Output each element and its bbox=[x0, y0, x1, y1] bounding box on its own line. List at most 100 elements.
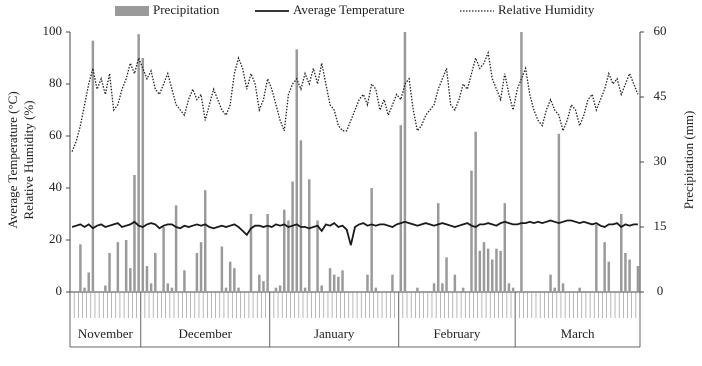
precipitation-bar bbox=[391, 274, 394, 292]
precipitation-bar bbox=[628, 259, 631, 292]
precipitation-bar bbox=[124, 240, 128, 292]
precipitation-bar bbox=[283, 209, 286, 292]
precipitation-bar bbox=[108, 253, 111, 292]
y2-tick-label: 0 bbox=[657, 283, 664, 298]
precipitation-bar bbox=[258, 274, 261, 292]
precipitation-bar bbox=[445, 257, 448, 292]
precipitation-bar bbox=[137, 34, 140, 293]
precipitation-bar bbox=[549, 274, 552, 292]
precipitation-bar bbox=[154, 253, 157, 292]
precipitation-bar bbox=[436, 203, 440, 292]
month-label: December bbox=[179, 326, 233, 341]
precipitation-bar bbox=[561, 283, 565, 292]
precipitation-bar bbox=[603, 242, 606, 292]
precipitation-bar bbox=[233, 268, 236, 292]
precipitation-bar bbox=[316, 220, 319, 292]
precipitation-bar bbox=[303, 287, 307, 292]
precipitation-bar bbox=[104, 285, 107, 292]
precipitation-bar bbox=[199, 242, 203, 292]
y-tick-label: 80 bbox=[49, 75, 62, 90]
precipitation-bar bbox=[129, 268, 132, 292]
precipitation-bar bbox=[224, 287, 228, 292]
precipitation-bar bbox=[337, 276, 340, 292]
precipitation-bar bbox=[636, 266, 640, 292]
temperature-line bbox=[71, 219, 638, 246]
y-tick-label: 20 bbox=[49, 231, 62, 246]
precipitation-bar bbox=[399, 125, 403, 293]
precipitation-bar bbox=[499, 250, 502, 292]
precipitation-bar bbox=[332, 274, 336, 292]
y-tick-label: 40 bbox=[49, 179, 62, 194]
precipitation-bar bbox=[278, 285, 282, 292]
month-label: November bbox=[78, 326, 134, 341]
precipitation-bar bbox=[195, 253, 199, 292]
y2-tick-label: 30 bbox=[654, 153, 667, 168]
precipitation-bar bbox=[274, 287, 278, 292]
precipitation-bar bbox=[262, 281, 265, 292]
y-tick-label: 100 bbox=[43, 23, 63, 38]
y-tick-label: 0 bbox=[56, 283, 63, 298]
precipitation-bar bbox=[328, 268, 332, 292]
precipitation-bar bbox=[482, 242, 486, 292]
precipitation-bar bbox=[595, 224, 598, 292]
precipitation-bar bbox=[578, 287, 581, 292]
precipitation-bar bbox=[507, 283, 511, 292]
precipitation-bar bbox=[491, 259, 494, 292]
precipitation-bar bbox=[620, 214, 623, 292]
y2-axis-title: Precipitation (mm) bbox=[681, 111, 696, 210]
precipitation-bar bbox=[511, 287, 515, 292]
precipitation-bar bbox=[220, 246, 224, 292]
precipitation-bar bbox=[374, 287, 378, 292]
precipitation-bar bbox=[320, 285, 323, 292]
precipitation-bar bbox=[237, 287, 240, 292]
precipitation-bar bbox=[503, 203, 507, 292]
precipitation-bar bbox=[607, 261, 611, 292]
month-label: March bbox=[561, 326, 595, 341]
precipitation-bar bbox=[183, 270, 186, 292]
precipitation-bar bbox=[266, 214, 269, 292]
precipitation-bar bbox=[520, 32, 523, 292]
legend-label: Average Temperature bbox=[293, 2, 405, 17]
precipitation-bar bbox=[486, 248, 490, 292]
precipitation-bar bbox=[403, 32, 407, 292]
precipitation-bar bbox=[474, 131, 477, 292]
precipitation-bar bbox=[203, 190, 207, 292]
precipitation-bar bbox=[166, 283, 170, 292]
precipitation-bar bbox=[495, 248, 498, 292]
precipitation-bar bbox=[341, 270, 344, 292]
y2-tick-label: 15 bbox=[654, 218, 667, 233]
precipitation-bar bbox=[307, 179, 311, 292]
precipitation-bar bbox=[228, 261, 232, 292]
precipitation-bar bbox=[366, 274, 369, 292]
precipitation-bar bbox=[553, 287, 556, 292]
precipitation-bar bbox=[116, 242, 120, 292]
precipitation-bar bbox=[478, 250, 482, 292]
precipitation-bar bbox=[470, 170, 473, 292]
y2-tick-label: 45 bbox=[654, 88, 667, 103]
legend-label: Precipitation bbox=[153, 2, 220, 17]
precipitation-bar bbox=[416, 287, 419, 292]
precipitation-bar bbox=[79, 244, 82, 292]
humidity-line bbox=[71, 50, 639, 152]
legend-swatch bbox=[115, 6, 149, 16]
precipitation-bar bbox=[432, 283, 436, 292]
precipitation-bar bbox=[441, 283, 444, 292]
precipitation-bar bbox=[249, 214, 253, 292]
precipitation-bar bbox=[141, 58, 145, 292]
precipitation-bar bbox=[162, 227, 165, 292]
precipitation-bar bbox=[170, 287, 174, 292]
precipitation-bar bbox=[174, 205, 178, 292]
y-tick-label: 60 bbox=[49, 127, 62, 142]
precipitation-bar bbox=[295, 49, 298, 293]
precipitation-bar bbox=[370, 188, 373, 292]
precipitation-bar bbox=[624, 253, 627, 292]
precipitation-bar bbox=[87, 272, 90, 292]
y2-tick-label: 60 bbox=[654, 23, 667, 38]
month-label: February bbox=[433, 326, 480, 341]
precipitation-bar bbox=[145, 266, 149, 292]
month-label: January bbox=[314, 326, 355, 341]
precipitation-bar bbox=[557, 133, 561, 292]
precipitation-bar bbox=[461, 287, 465, 292]
precipitation-bar bbox=[291, 181, 294, 292]
